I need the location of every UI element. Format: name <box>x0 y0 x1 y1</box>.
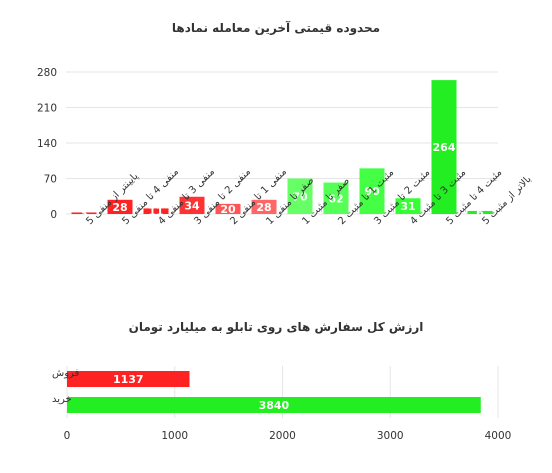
chart1-title: محدوده قیمتی آخرین معامله نمادها <box>172 20 380 36</box>
chart2-bar <box>67 397 481 413</box>
chart1-bar <box>107 199 133 214</box>
chart2-data-label: 3840 <box>259 399 290 412</box>
chart1-data-label: 6 <box>476 206 484 219</box>
chart2-title: ارزش کل سفارش های روی تابلو به میلیارد ت… <box>129 320 424 335</box>
chart2-x-tick-label: 2000 <box>269 430 296 442</box>
chart1-y-tick-label: 280 <box>37 67 57 79</box>
chart1-bar <box>179 196 205 214</box>
chart1-y-tick-label: 70 <box>44 174 57 186</box>
chart1-bar <box>359 168 385 214</box>
chart1-data-label: 34 <box>184 199 200 212</box>
chart1-y-tick-label: 210 <box>37 103 57 115</box>
chart1-data-label: 90 <box>364 185 380 198</box>
chart1-data-label: 31 <box>400 200 415 213</box>
chart1-data-label: 3 <box>80 207 88 220</box>
chart1-bar <box>143 208 169 214</box>
chart1-bar <box>287 178 313 214</box>
chart1-data-label: 70 <box>292 190 308 203</box>
chart1-y-tick-label: 140 <box>37 138 57 150</box>
chart1-data-label: 62 <box>328 192 343 205</box>
chart2-data-label: 1137 <box>113 373 144 386</box>
chart1-bar <box>323 182 349 214</box>
chart2-x-tick-label: 4000 <box>485 430 512 442</box>
chart2-x-tick-label: 0 <box>64 430 71 442</box>
chart1-y-tick-label: 0 <box>50 209 57 221</box>
chart2-category-label: فروش <box>52 368 80 379</box>
chart1-bar <box>467 210 493 214</box>
chart1-data-label: 11 <box>148 205 163 218</box>
chart1-bar <box>431 80 457 214</box>
chart2-category-label: خرید <box>52 394 72 405</box>
chart1-bar <box>251 199 277 214</box>
chart1-data-label: 20 <box>220 203 236 216</box>
chart2-x-tick-label: 3000 <box>377 430 404 442</box>
chart2-bar <box>67 371 190 387</box>
chart1-bar <box>71 212 97 214</box>
chart1-data-label: 264 <box>433 141 456 154</box>
chart2-x-tick-label: 1000 <box>161 430 188 442</box>
chart1-data-label: 28 <box>256 201 271 214</box>
chart1-bar <box>215 203 241 214</box>
chart1-data-label: 28 <box>112 201 127 214</box>
chart1-bar <box>395 198 421 214</box>
